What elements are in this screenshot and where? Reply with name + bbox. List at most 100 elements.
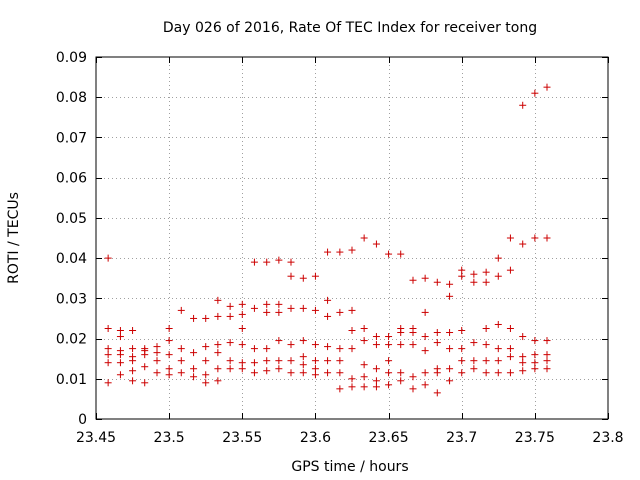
plot-frame bbox=[95, 56, 609, 420]
data-point bbox=[324, 357, 332, 365]
data-point bbox=[324, 312, 332, 320]
data-point bbox=[324, 248, 332, 256]
data-point bbox=[214, 365, 222, 373]
data-point bbox=[531, 365, 539, 373]
data-point bbox=[311, 306, 319, 314]
data-point bbox=[190, 349, 198, 357]
data-point bbox=[129, 357, 137, 365]
data-point bbox=[409, 341, 417, 349]
data-point bbox=[531, 89, 539, 97]
data-point bbox=[470, 270, 478, 278]
data-point bbox=[141, 351, 149, 359]
data-point bbox=[348, 383, 356, 391]
x-tick-label: 23.6 bbox=[300, 430, 331, 446]
data-point bbox=[494, 272, 502, 280]
data-point bbox=[397, 377, 405, 385]
data-point bbox=[385, 250, 393, 258]
data-point bbox=[165, 351, 173, 359]
data-point bbox=[543, 83, 551, 91]
data-point bbox=[250, 369, 258, 377]
data-point bbox=[104, 351, 112, 359]
data-point bbox=[506, 266, 514, 274]
y-tick-label: 0.07 bbox=[56, 130, 87, 146]
data-point bbox=[287, 272, 295, 280]
data-point bbox=[385, 333, 393, 341]
data-point bbox=[519, 359, 527, 367]
data-point bbox=[360, 373, 368, 381]
data-point bbox=[324, 343, 332, 351]
y-tick-label: 0.06 bbox=[56, 171, 87, 187]
data-point bbox=[397, 369, 405, 377]
data-point bbox=[275, 357, 283, 365]
data-point bbox=[104, 325, 112, 332]
data-point bbox=[348, 246, 356, 254]
data-point bbox=[275, 337, 283, 345]
data-point bbox=[263, 258, 271, 266]
data-point bbox=[275, 308, 283, 316]
data-point bbox=[250, 345, 258, 353]
data-point bbox=[458, 357, 466, 365]
data-point bbox=[299, 353, 307, 361]
data-point bbox=[372, 377, 380, 385]
data-point bbox=[250, 304, 258, 312]
data-point bbox=[446, 292, 454, 300]
data-point bbox=[421, 333, 429, 341]
data-point bbox=[458, 345, 466, 353]
data-point bbox=[506, 325, 514, 332]
data-point bbox=[116, 351, 124, 359]
data-point bbox=[348, 375, 356, 383]
data-point bbox=[287, 357, 295, 365]
data-point bbox=[519, 240, 527, 248]
data-point bbox=[190, 365, 198, 373]
data-point bbox=[104, 359, 112, 367]
axis-ticks bbox=[96, 57, 609, 420]
data-point bbox=[360, 234, 368, 242]
data-point bbox=[494, 320, 502, 328]
data-point bbox=[336, 308, 344, 316]
y-tick-label: 0.02 bbox=[56, 332, 87, 348]
data-point bbox=[238, 341, 246, 349]
data-point bbox=[543, 234, 551, 242]
data-point bbox=[372, 341, 380, 349]
data-point bbox=[214, 349, 222, 357]
data-point bbox=[104, 254, 112, 262]
data-point bbox=[397, 250, 405, 258]
data-point bbox=[153, 349, 161, 357]
y-tick-label: 0.04 bbox=[56, 251, 87, 267]
data-point bbox=[226, 312, 234, 320]
data-point bbox=[202, 371, 210, 379]
x-tick-label: 23.7 bbox=[446, 430, 477, 446]
data-point bbox=[494, 254, 502, 262]
data-point bbox=[409, 373, 417, 381]
data-point bbox=[543, 357, 551, 365]
data-point bbox=[263, 308, 271, 316]
data-points bbox=[104, 83, 551, 397]
data-point bbox=[470, 339, 478, 347]
data-point bbox=[531, 351, 539, 359]
data-point bbox=[519, 101, 527, 109]
data-point bbox=[226, 365, 234, 373]
data-point bbox=[287, 369, 295, 377]
data-point bbox=[202, 379, 210, 387]
data-point bbox=[104, 379, 112, 387]
data-point bbox=[421, 381, 429, 389]
data-point bbox=[263, 300, 271, 308]
data-point bbox=[372, 333, 380, 341]
data-point bbox=[458, 369, 466, 377]
data-point bbox=[360, 383, 368, 391]
data-point bbox=[409, 329, 417, 337]
data-point bbox=[360, 337, 368, 345]
data-point bbox=[372, 383, 380, 391]
data-point bbox=[263, 357, 271, 365]
grid-lines bbox=[96, 57, 608, 419]
data-point bbox=[482, 341, 490, 349]
data-point bbox=[482, 357, 490, 365]
data-point bbox=[238, 310, 246, 318]
data-point bbox=[324, 369, 332, 377]
data-point bbox=[299, 361, 307, 369]
data-point bbox=[238, 365, 246, 373]
data-point bbox=[519, 367, 527, 375]
data-point bbox=[433, 369, 441, 377]
data-point bbox=[336, 369, 344, 377]
y-tick-label: 0.03 bbox=[56, 291, 87, 307]
